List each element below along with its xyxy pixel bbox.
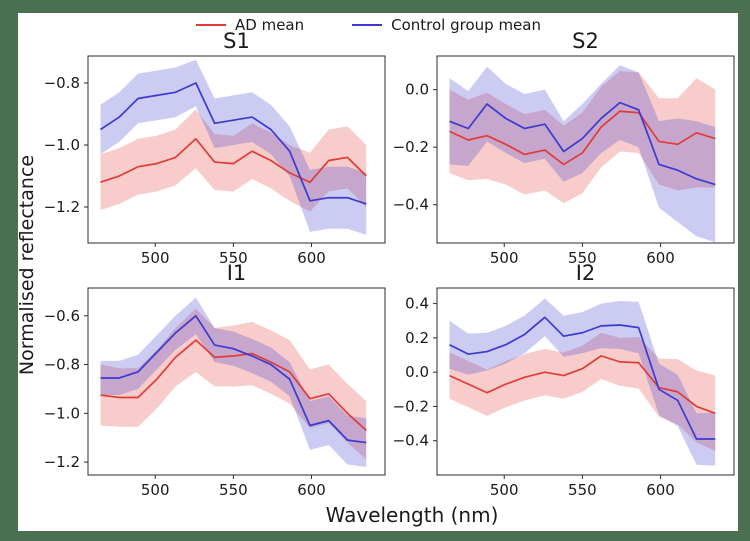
s1-control-mean-line [100,82,367,205]
i1-xtick-label: 600 [297,481,326,499]
s1-xtick-label: 500 [141,249,170,267]
s1-control-band [100,59,367,235]
s2-axes-box [436,55,735,244]
i2-xtick-label: 500 [490,481,519,499]
chart-svg-i1: 500 550 600 −0.6 −0.8 −1.0 −1.2 I1 [44,261,386,499]
i2-control-band [449,298,716,466]
i1-ytick-label: −0.6 [44,307,80,325]
panel-title-s2: S2 [572,30,599,53]
i1-control-mean-line [100,314,367,444]
i2-ad-mean-line [449,355,716,415]
s1-ytick-label: −0.8 [44,74,80,92]
control-mean-line-swatch [352,24,383,26]
s2-ad-band [449,70,716,204]
ad-mean-line-swatch [196,24,226,26]
s2-xtick-label: 550 [568,249,597,267]
i2-ytick-label: 0.2 [405,329,429,347]
s1-xtick-label: 600 [297,249,326,267]
i2-xtick-label: 600 [646,481,675,499]
s1-xtick-label: 550 [219,249,248,267]
s1-ytick-label: −1.2 [44,198,80,216]
panel-i2: 500 550 600 0.4 0.2 0.0 −0.2 −0.4 I2 [382,261,738,504]
x-axis-label: Wavelength (nm) [325,503,499,527]
panel-i1: 500 550 600 −0.6 −0.8 −1.0 −1.2 I1 [33,261,391,504]
s2-ad-mean-line [449,110,716,166]
chart-svg-s1: 500 550 600 −0.8 −1.0 −1.2 S1 [44,29,386,267]
panel-title-s1: S1 [223,30,250,53]
i1-axes-box [87,287,386,476]
i2-xtick-label: 550 [568,481,597,499]
i2-ad-band [449,332,716,452]
legend: AD mean Control group mean [196,14,541,36]
i2-ytick-label: −0.2 [393,397,429,415]
i1-ytick-label: −0.8 [44,356,80,374]
s1-ytick-label: −1.0 [44,136,80,154]
chart-svg-i2: 500 550 600 0.4 0.2 0.0 −0.2 −0.4 I2 [393,261,735,499]
s1-ad-mean-line [100,137,367,184]
s2-ytick-label: −0.2 [393,138,429,156]
legend-label-control-mean: Control group mean [391,16,541,34]
s2-xtick-label: 500 [490,249,519,267]
i1-ytick-label: −1.0 [44,404,80,422]
panel-s1: 500 550 600 −0.8 −1.0 −1.2 S1 [33,29,391,272]
panel-title-i1: I1 [227,262,247,285]
i1-xtick-label: 500 [141,481,170,499]
s2-control-mean-line [449,101,716,186]
i2-control-mean-line [449,316,716,440]
legend-item-ad-mean: AD mean [196,16,304,34]
panel-s2: 500 550 600 0.0 −0.2 −0.4 S2 [382,29,738,272]
legend-label-ad-mean: AD mean [235,16,305,34]
s1-axes-box [87,55,386,244]
i1-ytick-label: −1.2 [44,453,80,471]
y-axis-label: Normalised reflectance [16,154,38,376]
s2-xtick-label: 600 [646,249,675,267]
i1-ad-band [100,308,367,460]
s2-ytick-label: 0.0 [405,81,429,99]
chart-svg-s2: 500 550 600 0.0 −0.2 −0.4 S2 [393,29,735,267]
i2-axes-box [436,287,735,476]
i2-ytick-label: 0.4 [405,295,429,313]
i1-xtick-label: 550 [219,481,248,499]
i1-control-band [100,297,367,467]
i2-ytick-label: 0.0 [405,363,429,381]
i2-ytick-label: −0.4 [393,432,429,450]
s2-ytick-label: −0.4 [393,196,429,214]
i1-ad-mean-line [100,339,367,432]
panel-title-i2: I2 [576,262,596,285]
legend-item-control-mean: Control group mean [352,16,541,34]
s1-ad-band [100,109,367,212]
